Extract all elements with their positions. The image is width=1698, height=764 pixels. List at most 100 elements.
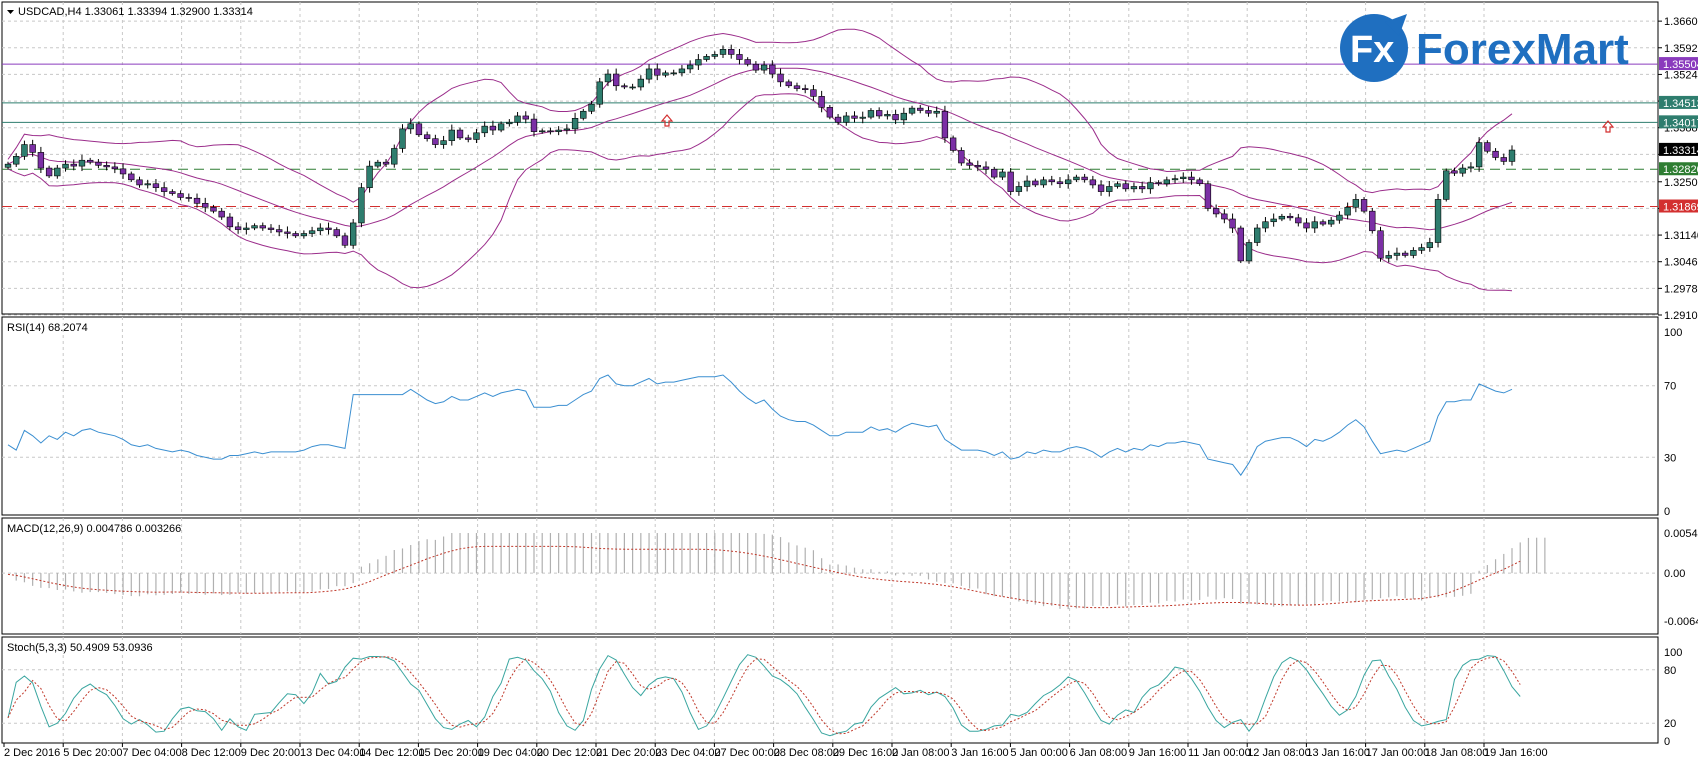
candle xyxy=(1418,243,1425,254)
price-axis-label: 1.30460 xyxy=(1664,257,1698,269)
candle xyxy=(695,54,702,70)
price-axis-label: 1.35240 xyxy=(1664,69,1698,81)
price-label-box xyxy=(1659,142,1698,156)
candle-body xyxy=(152,183,160,188)
rsi-axis-label: 30 xyxy=(1664,452,1676,464)
candle-body xyxy=(185,197,192,199)
candle xyxy=(1237,225,1244,264)
candle-body xyxy=(1303,222,1310,229)
candle xyxy=(949,135,957,153)
candle-body xyxy=(1204,183,1212,209)
candle-body xyxy=(1443,170,1450,200)
candle-body xyxy=(284,231,291,234)
price-label-text: 1.33314 xyxy=(1663,145,1698,157)
candle xyxy=(966,159,973,169)
candle xyxy=(1270,213,1277,227)
candle-body xyxy=(1040,179,1047,186)
candle xyxy=(637,75,645,91)
candle xyxy=(892,109,899,125)
candle xyxy=(1032,178,1039,188)
stoch-axis-label: 0 xyxy=(1664,736,1670,748)
price-level-label: 1.31869 xyxy=(1659,199,1698,214)
candle xyxy=(193,193,201,208)
rsi-title: RSI(14) 68.2074 xyxy=(7,322,88,334)
candle-body xyxy=(892,114,899,121)
candle-body xyxy=(1401,252,1409,256)
candle-body xyxy=(1032,180,1039,186)
rsi-axis-label: 0 xyxy=(1664,506,1670,518)
candle xyxy=(415,121,423,137)
dropdown-triangle-icon[interactable] xyxy=(7,10,14,14)
candle xyxy=(1048,175,1055,186)
time-axis-label: 11 Jan 00:00 xyxy=(1188,747,1251,759)
candle-body xyxy=(160,187,168,192)
candle-body xyxy=(119,168,127,175)
candle xyxy=(243,222,250,235)
candle-body xyxy=(473,132,480,140)
candle xyxy=(1508,145,1516,166)
price-axis-label: 1.35920 xyxy=(1664,43,1698,55)
candle xyxy=(719,45,727,58)
time-axis-label: 14 Dec 12:00 xyxy=(359,747,424,759)
candle-body xyxy=(1434,199,1442,243)
candle xyxy=(769,60,776,79)
candle-body xyxy=(1418,247,1425,251)
candle xyxy=(29,139,36,157)
candle-body xyxy=(1360,199,1368,212)
candle-body xyxy=(1254,227,1261,243)
candle xyxy=(152,179,160,192)
candle xyxy=(95,159,102,169)
candle xyxy=(802,84,809,94)
candle-body xyxy=(465,137,472,140)
time-axis-label: 6 Jan 08:00 xyxy=(1070,747,1128,759)
candle-body xyxy=(654,68,661,76)
candle-body xyxy=(1196,179,1203,185)
candle xyxy=(974,160,981,172)
candle xyxy=(1278,213,1286,222)
candle-body xyxy=(752,63,760,71)
candle xyxy=(128,171,135,182)
candle xyxy=(1171,174,1179,184)
time-axis-label: 19 Dec 04:00 xyxy=(478,747,543,759)
candle-body xyxy=(489,125,497,131)
candle-body xyxy=(522,115,529,120)
candle-body xyxy=(1221,213,1228,220)
candle xyxy=(144,179,151,189)
candle-body xyxy=(719,49,727,55)
time-axis-label: 29 Dec 16:00 xyxy=(833,747,898,759)
candle xyxy=(1007,168,1014,196)
candle xyxy=(1089,175,1097,189)
candle xyxy=(70,159,77,171)
candle-body xyxy=(193,197,201,204)
time-axis-label: 27 Dec 00:00 xyxy=(714,747,779,759)
candle xyxy=(1122,180,1129,192)
candle xyxy=(234,222,242,234)
candle xyxy=(884,110,891,120)
time-axis-label: 17 Jan 00:00 xyxy=(1366,747,1430,759)
candle xyxy=(991,166,998,180)
time-axis-label: 5 Jan 00:00 xyxy=(1010,747,1068,759)
candle xyxy=(1106,180,1113,197)
candle-body xyxy=(1393,252,1401,256)
candle xyxy=(612,68,620,91)
candle xyxy=(62,160,69,172)
candle xyxy=(1401,250,1409,258)
candle-body xyxy=(1114,183,1121,187)
price-axis-label: 1.29100 xyxy=(1664,310,1698,322)
candle-body xyxy=(637,78,645,88)
candle-body xyxy=(744,59,751,65)
candle-body xyxy=(711,54,718,57)
candle-body xyxy=(662,72,669,76)
price-level-label: 1.33314 xyxy=(1659,142,1698,157)
candle xyxy=(1221,209,1228,224)
price-axis-label: 1.32500 xyxy=(1664,177,1698,189)
macd-panel xyxy=(1,517,1659,635)
candle-body xyxy=(514,115,521,123)
candle-body xyxy=(539,130,546,133)
candle-body xyxy=(1336,214,1343,221)
candle-body xyxy=(736,54,743,60)
candle xyxy=(604,69,612,87)
candle-body xyxy=(1262,221,1269,229)
symbol-header[interactable]: USDCAD,H4 1.33061 1.33394 1.32900 1.3331… xyxy=(7,6,253,18)
price-label-text: 1.35504 xyxy=(1663,59,1698,71)
